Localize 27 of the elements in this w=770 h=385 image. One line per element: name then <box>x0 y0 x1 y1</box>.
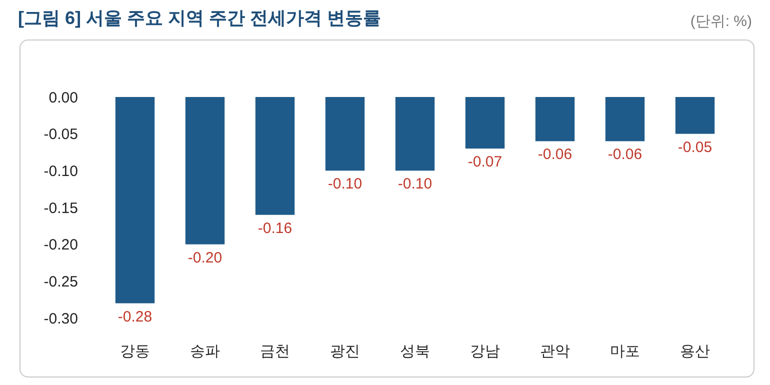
y-tick-label: -0.15 <box>44 200 78 217</box>
y-tick-label: -0.25 <box>44 273 78 290</box>
x-tick-label: 관악 <box>540 343 570 360</box>
data-label: -0.20 <box>188 249 222 266</box>
x-tick-label: 강동 <box>120 343 150 360</box>
data-label: -0.06 <box>538 146 572 164</box>
x-tick-label: 용산 <box>680 343 710 360</box>
data-label: -0.06 <box>608 146 642 164</box>
text: (단위: %) <box>690 13 752 30</box>
data-label: -0.07 <box>468 154 502 171</box>
y-tick-label: 0.00 <box>48 89 78 106</box>
x-tick-label: 광진 <box>330 343 360 360</box>
y-tick-label: -0.10 <box>44 162 78 180</box>
data-label: -0.10 <box>398 176 432 193</box>
data-label: -0.05 <box>678 138 712 156</box>
x-tick-label: 성북 <box>400 343 430 360</box>
x-tick-label: 송파 <box>190 343 220 360</box>
data-label: -0.10 <box>328 176 362 193</box>
chart-title: [그림 6] 서울 주요 지역 주간 전세가격 변동률 <box>18 8 382 28</box>
y-tick-label: -0.20 <box>44 236 78 254</box>
x-tick-label: 강남 <box>470 343 500 360</box>
data-label: -0.16 <box>258 220 292 237</box>
y-tick-label: -0.30 <box>44 310 78 328</box>
x-tick-label: 금천 <box>260 343 290 360</box>
y-tick-label: -0.05 <box>44 126 78 144</box>
data-label: -0.28 <box>118 308 152 326</box>
x-tick-label: 마포 <box>610 343 640 360</box>
